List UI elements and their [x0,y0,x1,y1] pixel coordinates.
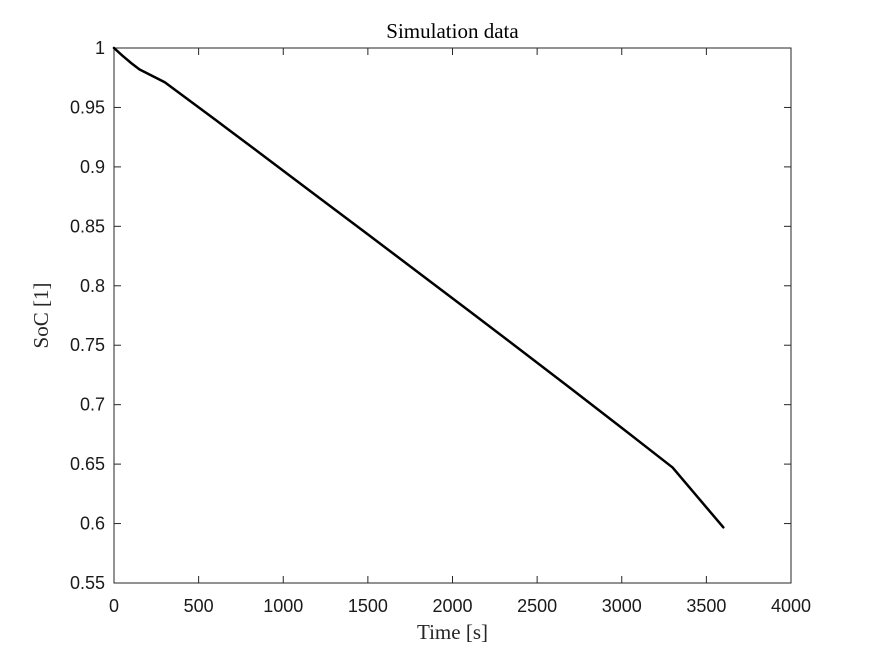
x-axis-title: Time [s] [417,620,488,644]
y-tick-label: 0.85 [70,216,105,236]
y-tick-label: 0.75 [70,335,105,355]
series-line-1 [112,46,725,529]
y-tick-label: 0.55 [70,573,105,593]
x-tick-label: 3500 [686,596,726,616]
y-tick-label: 0.95 [70,97,105,117]
y-tick-label: 0.65 [70,454,105,474]
x-tick-label: 3000 [602,596,642,616]
x-tick-label: 4000 [771,596,811,616]
x-tick-label: 0 [109,596,119,616]
x-tick-label: 1500 [348,596,388,616]
y-tick-label: 0.9 [80,157,105,177]
x-tick-label: 2000 [432,596,472,616]
x-tick-label: 500 [184,596,214,616]
y-axis-title: SoC [1] [29,283,53,349]
x-tick-label: 2500 [517,596,557,616]
plot-area [113,47,792,584]
y-tick-label: 0.7 [80,395,105,415]
y-tick-label: 0.8 [80,276,105,296]
x-tick-label: 1000 [263,596,303,616]
y-ticks: 0.55 0.6 0.65 0.7 0.75 0.8 0.85 0.9 0.95 1 [70,38,791,593]
series-layer [112,46,725,529]
y-tick-label: 1 [95,38,105,58]
x-ticks: 0 500 1000 1500 2000 2500 3000 3500 4000 [109,48,811,616]
chart-title: Simulation data [386,19,519,43]
y-tick-label: 0.6 [80,514,105,534]
